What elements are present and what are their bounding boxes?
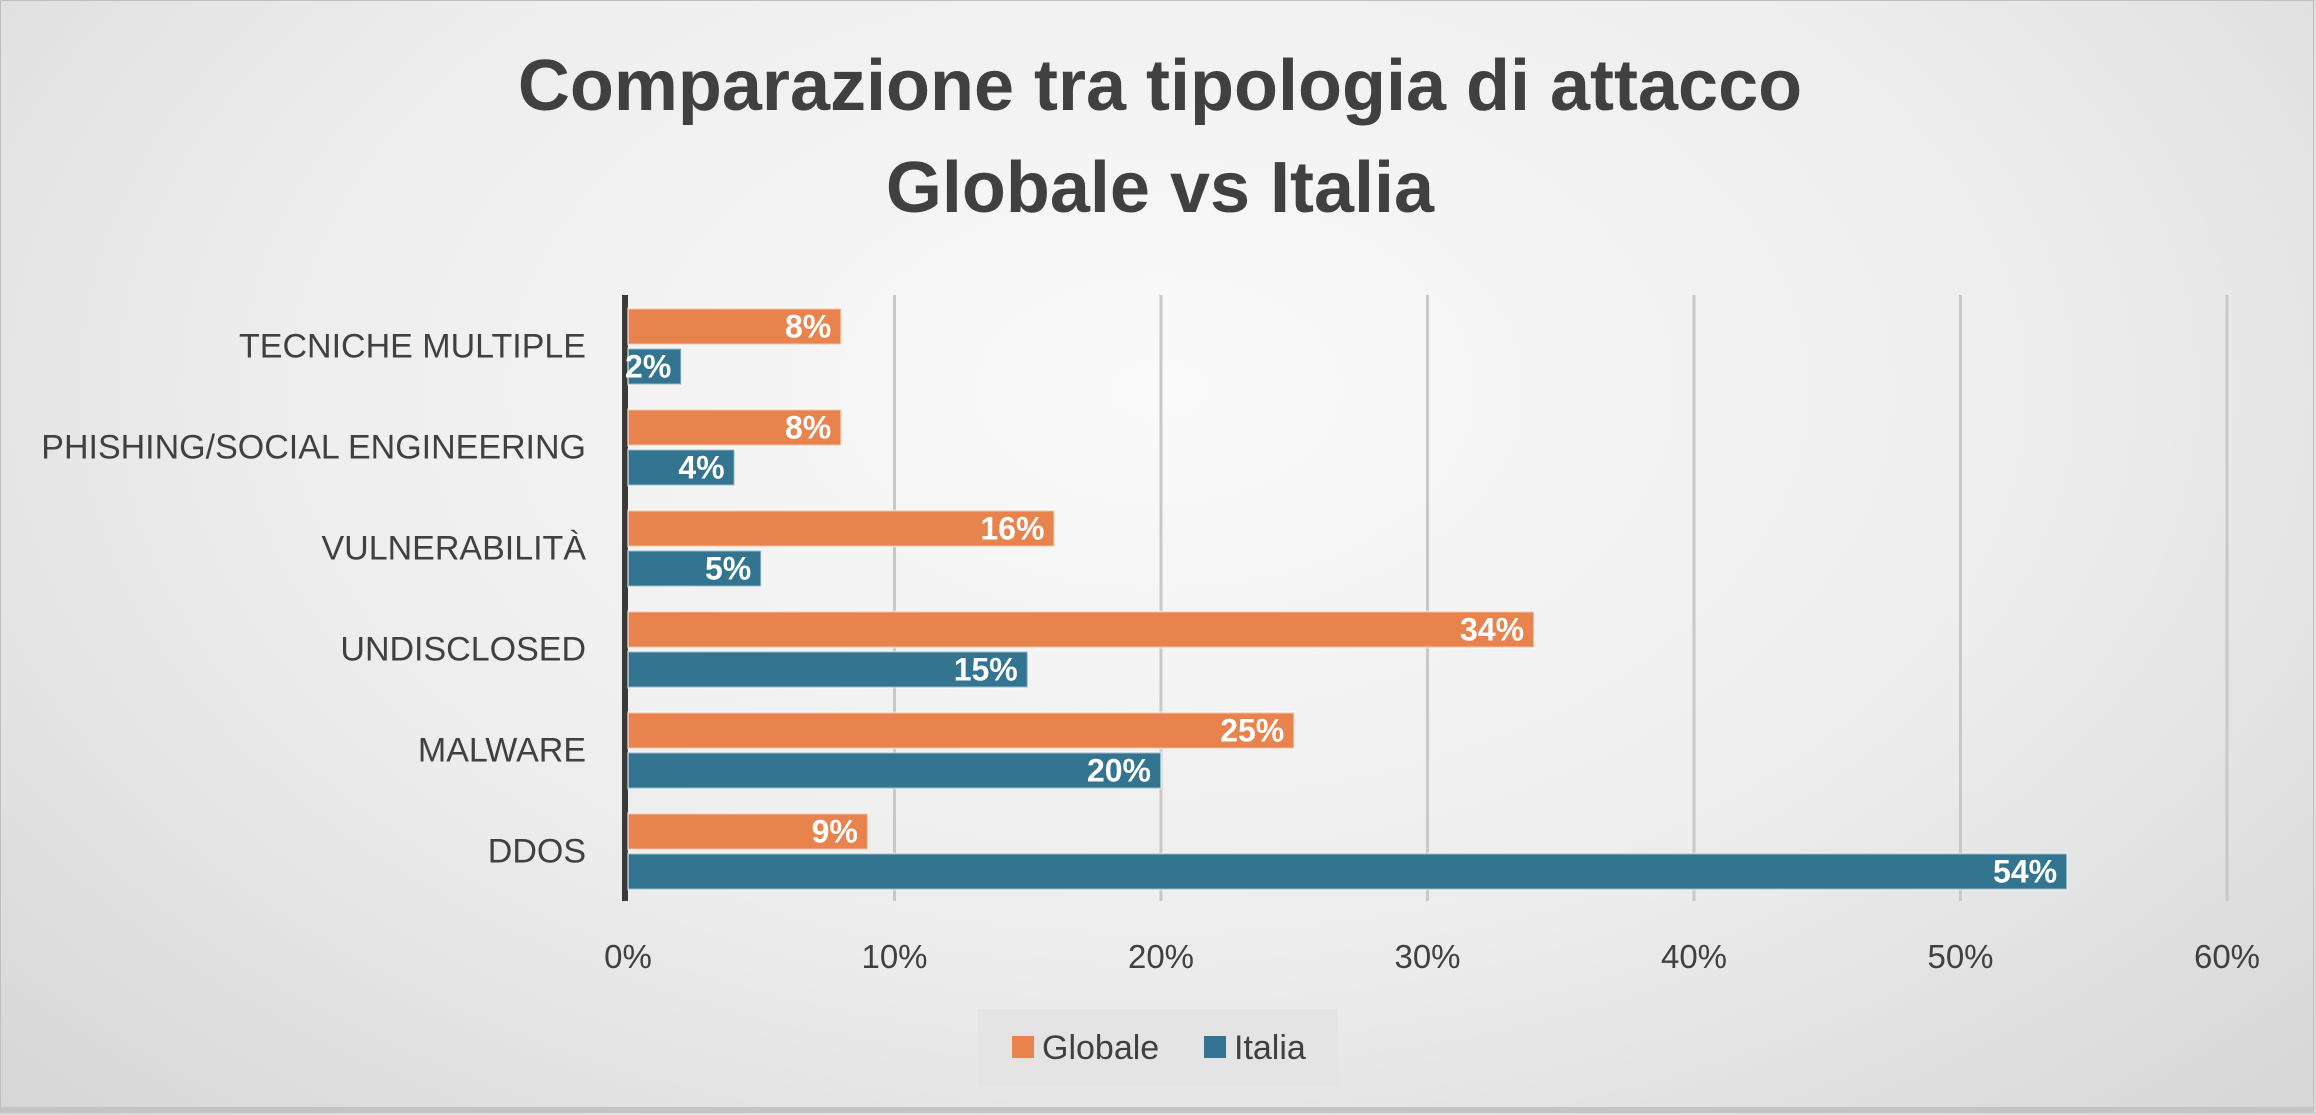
category-label: UNDISCLOSED [340,631,586,669]
x-tick-label: 30% [1394,938,1460,975]
data-label: 25% [1220,713,1284,749]
bar-globale [627,812,869,851]
bar-italia [627,852,2069,891]
category-label: PHISHING/SOCIAL ENGINEERING [41,429,586,467]
legend-swatch-globale [1012,1036,1034,1058]
bar-globale [627,711,1296,750]
bar-italia [627,650,1029,689]
y-axis-line [622,295,628,901]
data-label: 20% [1087,753,1151,789]
data-label: 9% [812,814,858,850]
x-tick-label: 60% [2194,938,2260,975]
category-label: TECNICHE MULTIPLE [239,328,586,366]
bar-globale [627,307,843,346]
data-label: 5% [705,551,751,587]
data-label: 54% [1993,854,2057,890]
bar-italia [627,448,736,487]
legend-box [978,1009,1338,1086]
data-label: 4% [678,450,724,486]
bar-globale [627,610,1536,649]
chart-title-line-2: Globale vs Italia [886,148,1435,228]
legend-label: Globale [1042,1029,1159,1067]
category-label: DDOS [488,833,586,871]
bar-italia [627,549,763,588]
bar-globale [627,408,843,447]
x-tick-label: 20% [1128,938,1194,975]
data-label: 34% [1460,612,1524,648]
legend-label: Italia [1234,1029,1306,1067]
data-label: 8% [785,309,831,345]
x-tick-label: 40% [1661,938,1727,975]
bar-globale [627,509,1056,548]
x-tick-label: 50% [1927,938,1993,975]
data-label: 15% [954,652,1018,688]
bar-italia [627,751,1162,790]
category-label: MALWARE [418,732,586,770]
data-label: 16% [980,511,1044,547]
legend-swatch-italia [1204,1036,1226,1058]
x-tick-label: 0% [604,938,652,975]
bar-italia [627,347,683,386]
x-tick-label: 10% [861,938,927,975]
chart-title-line-1: Comparazione tra tipologia di attacco [518,46,1802,126]
data-label: 2% [625,349,671,385]
category-label: VULNERABILITÀ [321,530,586,568]
data-label: 8% [785,410,831,446]
